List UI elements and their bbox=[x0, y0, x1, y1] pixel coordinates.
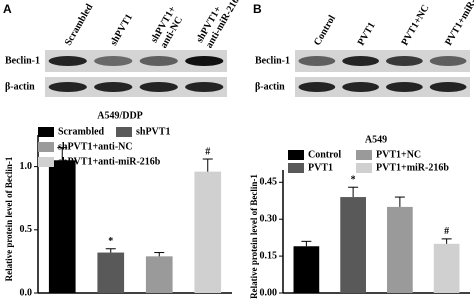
lane-label: Scrambled bbox=[63, 2, 96, 48]
blot-strip bbox=[295, 77, 470, 97]
blot-band bbox=[298, 82, 336, 92]
blot-band bbox=[342, 82, 379, 92]
blot-band bbox=[429, 56, 467, 66]
blot-row-label: β-actin bbox=[5, 81, 35, 92]
blot-row-label: β-actin bbox=[255, 81, 285, 92]
legend-label: PVT1 bbox=[308, 162, 333, 173]
legend-swatch bbox=[116, 127, 132, 137]
blot-band bbox=[429, 82, 467, 92]
bar bbox=[97, 252, 125, 293]
blot-band bbox=[94, 56, 133, 66]
bar bbox=[387, 206, 413, 293]
legend-swatch bbox=[356, 163, 372, 173]
lane-label: shPVT1+anti-NC bbox=[149, 4, 188, 50]
lane-label: shPVT1 bbox=[108, 12, 135, 47]
legend-swatch bbox=[38, 157, 54, 167]
bar bbox=[340, 197, 366, 293]
chart-title: A549/DDP bbox=[97, 110, 143, 121]
legend-swatch bbox=[288, 163, 304, 173]
bar bbox=[433, 243, 460, 293]
blot-band bbox=[48, 56, 87, 66]
annotation: # bbox=[205, 146, 210, 157]
annotation: # bbox=[444, 226, 449, 237]
bar bbox=[293, 246, 320, 293]
legend-label: Control bbox=[308, 149, 341, 160]
y-axis-label: Relative protein level of Beclin-1 bbox=[249, 174, 259, 299]
legend-label: Scrambled bbox=[58, 126, 105, 137]
blot-band bbox=[185, 56, 224, 66]
bar bbox=[48, 160, 76, 293]
blot-band bbox=[386, 56, 423, 66]
lane-label: PVT1 bbox=[356, 20, 378, 47]
legend-label: PVT1+miR-216b bbox=[376, 162, 449, 173]
blot-row-label: Beclin-1 bbox=[255, 55, 290, 66]
legend-label: shPVT1+anti-NC bbox=[58, 141, 133, 152]
y-tick-label: 0.0 bbox=[20, 287, 33, 298]
bar bbox=[194, 171, 222, 293]
lane-label: shPVT1+anti-miR-216b bbox=[195, 0, 245, 50]
blot-band bbox=[94, 82, 133, 92]
legend-swatch bbox=[288, 150, 304, 160]
blot-row-label: Beclin-1 bbox=[5, 55, 40, 66]
blot-band bbox=[342, 56, 379, 66]
lane-label: PVT1+miR-216b bbox=[443, 0, 474, 48]
legend-label: PVT1+NC bbox=[376, 149, 421, 160]
y-tick-label: 0.45 bbox=[260, 177, 278, 188]
blot-band bbox=[139, 56, 178, 66]
blot-band bbox=[298, 56, 336, 66]
chart-title: A549 bbox=[365, 134, 387, 145]
annotation: * bbox=[108, 236, 113, 247]
y-tick-label: 1.0 bbox=[20, 161, 33, 172]
y-tick-label: 0.5 bbox=[20, 224, 33, 235]
legend-label: shPVT1 bbox=[136, 126, 170, 137]
blot-band bbox=[386, 82, 423, 92]
legend-label: shPVT1+anti-miR-216b bbox=[58, 156, 161, 167]
bar bbox=[145, 256, 173, 293]
y-tick-label: 0.15 bbox=[260, 250, 278, 261]
panel-label: A bbox=[3, 2, 12, 16]
blot-strip bbox=[45, 77, 227, 97]
y-axis-label: Relative protein level of Beclin-1 bbox=[4, 156, 14, 281]
blot-band bbox=[139, 82, 178, 92]
lane-label: PVT1+NC bbox=[399, 3, 431, 48]
y-tick-label: 0.00 bbox=[260, 287, 278, 298]
legend-swatch bbox=[356, 150, 372, 160]
blot-strip bbox=[45, 50, 227, 72]
annotation: * bbox=[351, 175, 356, 186]
panel-label: B bbox=[253, 2, 262, 16]
legend-swatch bbox=[38, 142, 54, 152]
lane-label: Control bbox=[312, 13, 338, 47]
blot-strip bbox=[295, 50, 470, 72]
blot-band bbox=[185, 82, 224, 92]
y-tick-label: 0.30 bbox=[260, 213, 278, 224]
legend-swatch bbox=[38, 127, 54, 137]
blot-band bbox=[48, 82, 87, 92]
